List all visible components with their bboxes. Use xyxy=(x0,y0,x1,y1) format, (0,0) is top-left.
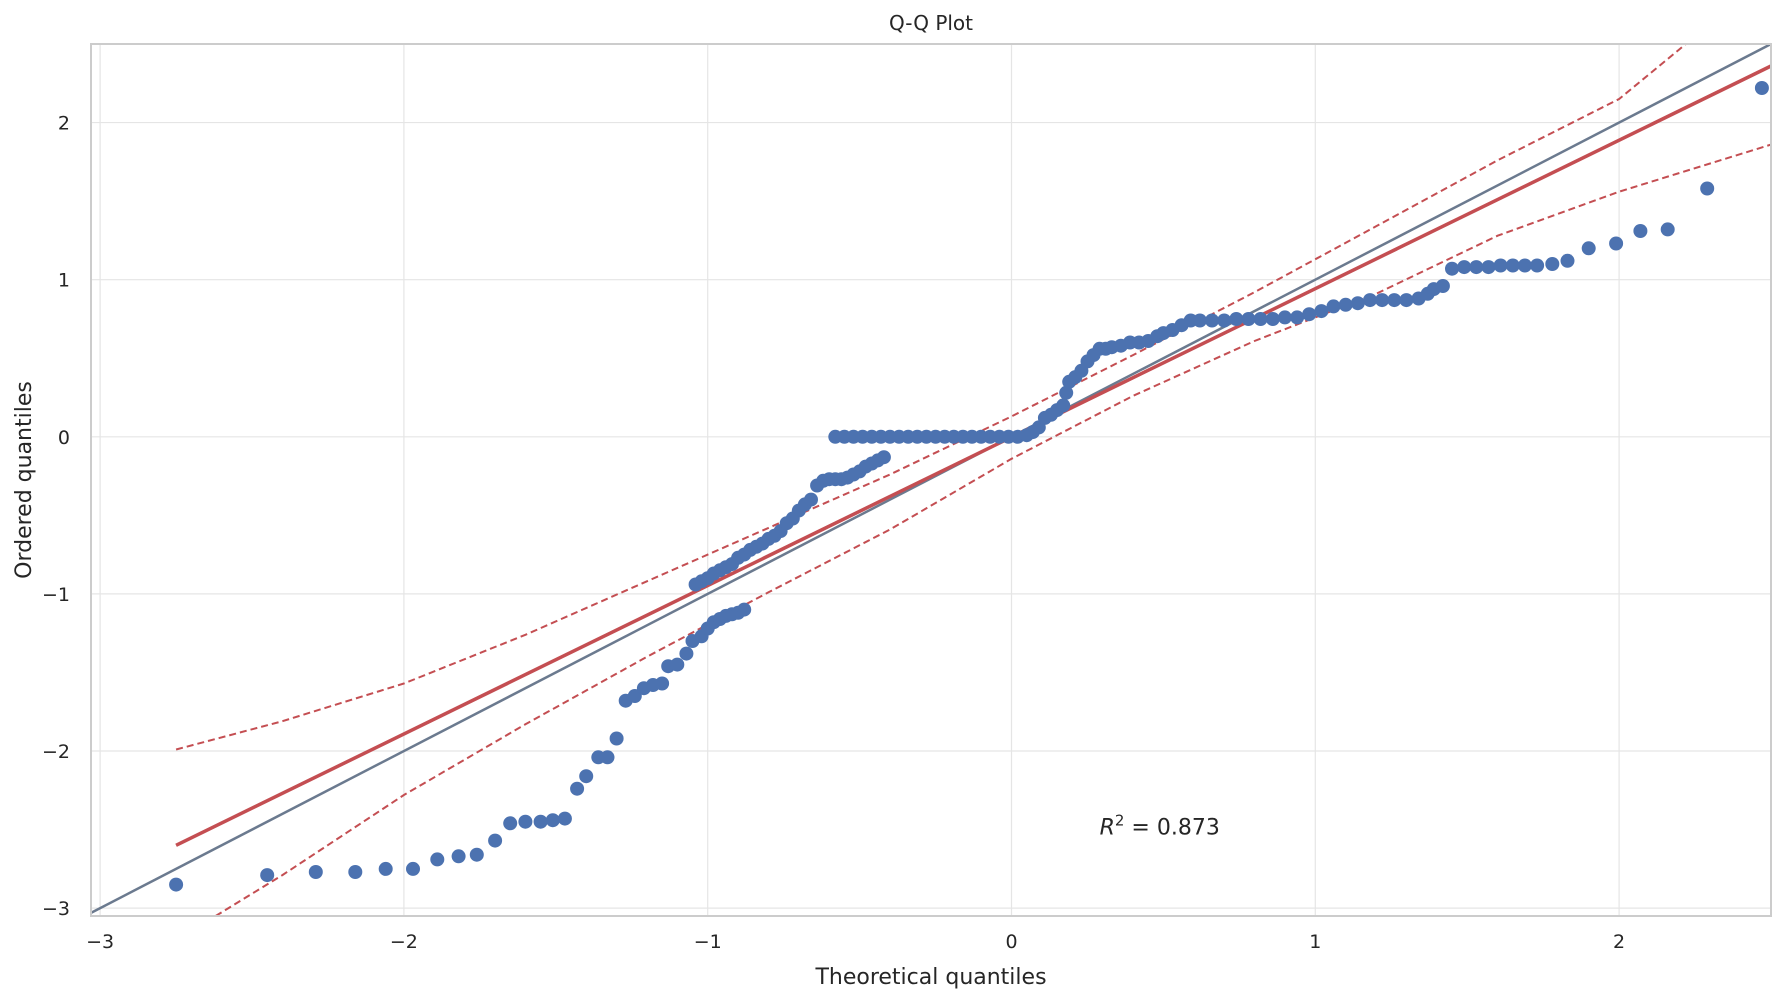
data-point xyxy=(1581,241,1596,256)
data-point xyxy=(260,868,275,883)
data-point xyxy=(1229,312,1244,326)
y-tick-label: −1 xyxy=(42,584,70,606)
data-point xyxy=(469,847,484,862)
r-squared-exponent: 2 xyxy=(1115,811,1125,829)
plot-frame xyxy=(90,43,1772,917)
x-axis-label: Theoretical quantiles xyxy=(814,965,1046,990)
data-point xyxy=(1399,293,1414,308)
data-point xyxy=(1192,313,1207,328)
data-points xyxy=(169,81,1769,892)
data-point xyxy=(1350,296,1365,311)
data-point xyxy=(1517,258,1532,273)
data-point xyxy=(169,877,184,892)
data-point xyxy=(1277,310,1292,325)
data-point xyxy=(655,676,670,691)
data-point xyxy=(1326,299,1341,314)
data-point xyxy=(1493,258,1508,273)
data-point xyxy=(609,731,624,746)
r-squared-value: = 0.873 xyxy=(1124,815,1219,840)
y-tick-label: 0 xyxy=(58,427,70,449)
data-point xyxy=(1290,310,1305,325)
data-point xyxy=(503,816,518,831)
data-point xyxy=(518,814,533,829)
reference-lines xyxy=(90,42,1772,914)
data-point xyxy=(308,865,323,879)
data-point xyxy=(1338,297,1353,312)
data-point xyxy=(1457,260,1472,275)
data-point xyxy=(1241,312,1256,326)
data-point xyxy=(406,861,420,876)
data-point xyxy=(1609,236,1624,251)
confidence-band-lower xyxy=(215,143,1772,917)
data-point xyxy=(1700,181,1715,196)
data-point xyxy=(804,492,818,507)
data-point xyxy=(579,769,594,784)
reference-line-45-degree xyxy=(90,42,1772,914)
data-point xyxy=(1205,313,1219,328)
data-point xyxy=(1056,398,1071,413)
data-point xyxy=(1660,222,1675,237)
confidence-band-upper xyxy=(175,43,1687,751)
data-point xyxy=(1217,313,1232,328)
data-point xyxy=(488,833,503,848)
data-point xyxy=(1302,307,1317,322)
data-point xyxy=(1481,260,1496,275)
data-point xyxy=(1314,304,1329,319)
data-point xyxy=(1469,260,1484,275)
data-point xyxy=(1505,258,1520,273)
data-point xyxy=(430,852,445,867)
data-point xyxy=(737,602,752,617)
y-tick-label: 2 xyxy=(58,113,70,135)
data-point xyxy=(1754,81,1769,95)
r-squared-symbol: R xyxy=(1100,815,1115,840)
data-point xyxy=(1387,293,1402,308)
x-tick-label: −2 xyxy=(390,931,418,953)
data-point xyxy=(876,450,891,465)
x-tick-label: −3 xyxy=(86,931,114,953)
data-point xyxy=(378,861,393,876)
data-point xyxy=(1363,293,1377,308)
data-point xyxy=(1560,253,1575,268)
data-point xyxy=(1375,293,1390,308)
data-point xyxy=(627,689,642,703)
data-point xyxy=(451,849,466,864)
x-tick-label: −1 xyxy=(694,931,722,953)
data-point xyxy=(1253,312,1268,326)
x-tick-label: 2 xyxy=(1613,931,1625,953)
x-tick-label: 1 xyxy=(1309,931,1321,953)
data-point xyxy=(679,646,694,661)
data-point xyxy=(1633,224,1648,238)
data-point xyxy=(1545,257,1560,271)
confidence-band xyxy=(175,43,1772,917)
y-tick-label: −2 xyxy=(42,741,70,763)
r-squared-annotation: R2 = 0.873 xyxy=(1100,811,1220,840)
y-tick-label: 1 xyxy=(58,270,70,292)
x-tick-label: 0 xyxy=(1005,931,1017,953)
fit-line xyxy=(175,64,1772,847)
data-point xyxy=(600,750,615,765)
data-point xyxy=(1265,312,1280,326)
data-point xyxy=(1530,258,1545,273)
data-point xyxy=(670,657,685,672)
y-axis-label: Ordered quantiles xyxy=(12,381,37,579)
data-point xyxy=(1059,385,1074,400)
data-point xyxy=(557,811,572,826)
chart-title: Q-Q Plot xyxy=(889,11,973,35)
data-point xyxy=(1445,261,1459,276)
data-point xyxy=(533,814,548,829)
data-point xyxy=(348,865,363,879)
data-point xyxy=(545,813,560,828)
data-point xyxy=(570,781,585,796)
y-tick-labels: −3 −2 −1 0 1 2 xyxy=(42,113,70,921)
data-point xyxy=(1435,279,1450,293)
x-tick-labels: −3 −2 −1 0 1 2 xyxy=(86,931,1625,953)
y-tick-label: −3 xyxy=(42,898,70,920)
